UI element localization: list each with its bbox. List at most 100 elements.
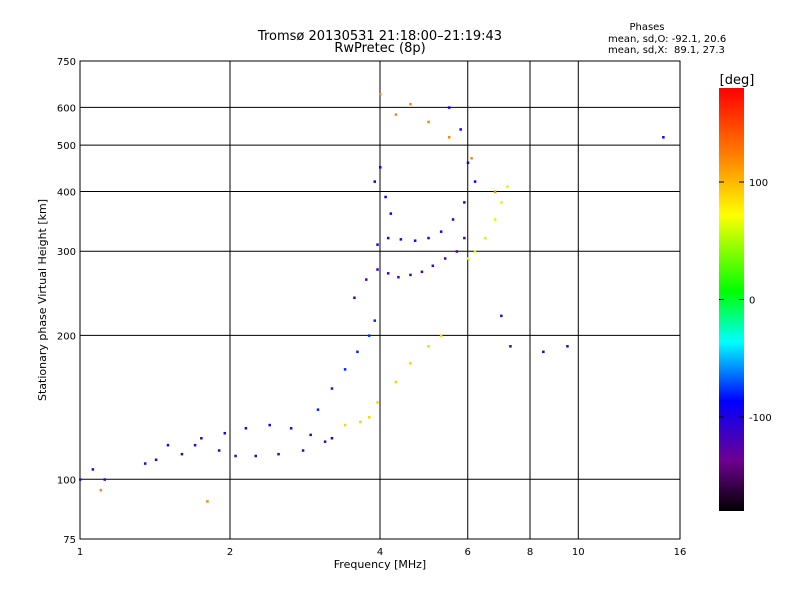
data-point (301, 449, 305, 452)
data-point (662, 136, 665, 139)
data-point (409, 273, 412, 277)
data-point (244, 427, 248, 430)
data-point (373, 319, 377, 322)
data-point (399, 238, 403, 241)
data-point (470, 157, 473, 160)
data-point (439, 334, 443, 337)
data-point (493, 218, 497, 221)
x-tick-label: 4 (377, 547, 383, 558)
data-point (376, 268, 379, 271)
data-point (376, 401, 379, 404)
data-point (463, 201, 466, 204)
data-point (180, 452, 184, 456)
data-points (79, 92, 665, 503)
data-point (431, 264, 435, 268)
data-point (484, 236, 487, 240)
data-point (193, 443, 197, 447)
data-point (447, 136, 451, 139)
data-point (309, 433, 312, 437)
y-tick-label: 600 (57, 103, 76, 114)
data-point (356, 350, 359, 354)
data-point (455, 250, 459, 253)
data-point (330, 436, 334, 440)
data-point (200, 436, 203, 440)
colorbar-label: [deg] (720, 73, 755, 88)
colorbar-tick-label: 0 (749, 296, 755, 307)
data-point (79, 478, 82, 481)
phase-stats-o: mean, sd,O: -92.1, 20.6 (608, 34, 726, 45)
data-point (386, 236, 390, 240)
data-point (394, 380, 398, 384)
y-axis: 75 100 200 300 400 500 600 750 (57, 57, 76, 546)
colorbar: [deg] 100 0 -100 (719, 73, 772, 511)
data-point (206, 500, 209, 503)
x-axis: 1 2 4 6 8 10 16 (77, 547, 687, 558)
data-point (268, 423, 271, 427)
data-point (217, 449, 221, 452)
x-tick-label: 6 (465, 547, 471, 558)
plot-area: 1 2 4 6 8 10 16 75 100 200 300 400 500 600 750 (57, 57, 686, 558)
data-point (420, 270, 424, 274)
data-point (473, 250, 477, 253)
colorbar-tick-label: 100 (749, 178, 768, 189)
data-point (343, 368, 347, 371)
data-point (443, 257, 447, 260)
x-tick-label: 2 (227, 547, 233, 558)
data-point (509, 345, 512, 348)
data-point (397, 275, 400, 279)
y-tick-label: 750 (57, 57, 76, 68)
phase-stats: Phases mean, sd,O: -92.1, 20.6 mean, sd,… (608, 22, 726, 56)
data-point (389, 212, 393, 215)
colorbar-ticks: 100 0 -100 (719, 178, 772, 424)
x-axis-label: Frequency [MHz] (334, 558, 426, 571)
data-point (463, 236, 466, 240)
data-point (459, 128, 462, 131)
chart-title: Tromsø 20130531 21:18:00–21:19:43 (257, 29, 502, 44)
data-point (99, 488, 103, 492)
data-point (373, 180, 377, 183)
data-point (353, 296, 356, 300)
y-tick-label: 300 (57, 247, 76, 258)
data-point (409, 102, 412, 106)
chart-subtitle: RwPretec (8p) (334, 41, 425, 56)
x-tick-label: 8 (527, 547, 533, 558)
data-point (427, 120, 430, 124)
x-tick-label: 10 (572, 547, 585, 558)
phase-stats-title: Phases (629, 22, 664, 33)
data-point (365, 278, 368, 281)
data-point (493, 190, 497, 193)
data-point (384, 195, 387, 199)
y-tick-label: 75 (63, 535, 76, 546)
data-point (466, 257, 470, 260)
y-tick-label: 100 (57, 475, 76, 486)
data-point (506, 185, 509, 188)
data-point (367, 415, 371, 419)
data-point (91, 468, 95, 471)
data-point (473, 180, 477, 183)
data-point (427, 345, 430, 348)
data-point (466, 161, 470, 164)
y-tick-label: 500 (57, 141, 76, 152)
data-point (413, 239, 417, 242)
data-point (277, 452, 280, 456)
y-tick-label: 400 (57, 187, 76, 198)
data-point (234, 454, 237, 458)
y-axis-label: Stationary phase Virtual Height [km] (36, 199, 49, 401)
data-point (289, 427, 293, 430)
data-point (367, 334, 371, 337)
data-point (500, 201, 503, 204)
data-point (439, 230, 443, 233)
y-tick-label: 200 (57, 331, 76, 342)
data-point (330, 387, 334, 390)
data-point (427, 236, 430, 240)
data-point (359, 420, 362, 424)
data-point (500, 314, 503, 318)
data-point (379, 92, 382, 96)
data-point (386, 272, 390, 275)
data-point (316, 408, 320, 411)
data-point (451, 218, 455, 221)
data-point (223, 431, 227, 435)
phase-stats-x: mean, sd,X: 89.1, 27.3 (608, 45, 725, 56)
data-point (376, 243, 379, 246)
